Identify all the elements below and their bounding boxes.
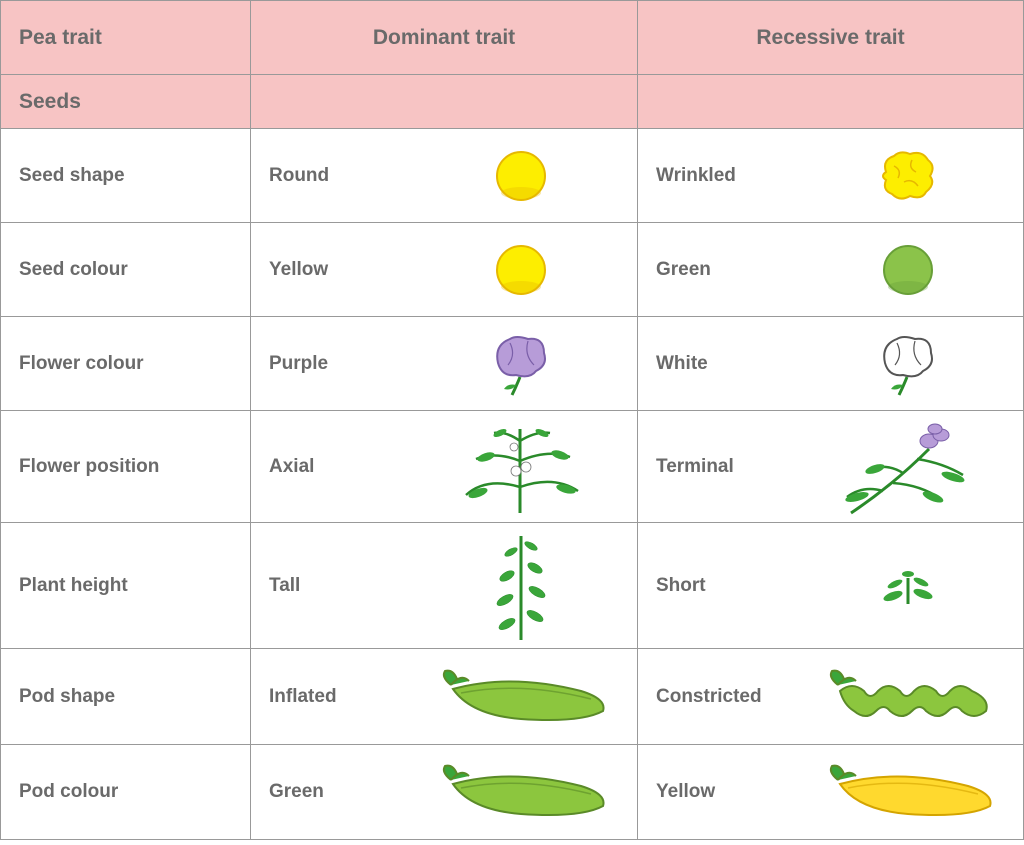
table-row: Flower colour Purple White (0, 316, 1024, 410)
table-row: Flower position Axial Terminal (0, 410, 1024, 522)
dominant-cell: Green (250, 745, 637, 839)
trait-name-cell: Flower position (0, 411, 250, 522)
section-label: Seeds (0, 75, 250, 128)
recessive-label: Yellow (656, 781, 786, 803)
recessive-cell: Green (637, 223, 1024, 316)
recessive-cell: Wrinkled (637, 129, 1024, 222)
header-dominant: Dominant trait (250, 1, 637, 74)
table-header-row: Pea trait Dominant trait Recessive trait (0, 0, 1024, 74)
round-yellow-seed-icon (423, 243, 619, 297)
purple-flower-icon (423, 331, 619, 397)
green-pod-icon (423, 667, 619, 727)
white-flower-icon (810, 331, 1005, 397)
table-row: Seed shape Round Wrinkled (0, 128, 1024, 222)
recessive-cell: Short (637, 523, 1024, 648)
recessive-cell: Constricted (637, 649, 1024, 744)
round-yellow-seed-icon (423, 149, 619, 203)
section-row-seeds: Seeds (0, 74, 1024, 128)
short-plant-icon (810, 564, 1005, 608)
dominant-cell: Axial (250, 411, 637, 522)
dominant-label: Purple (269, 353, 399, 375)
dominant-label: Axial (269, 456, 399, 478)
table-row: Pod colour Green Yellow (0, 744, 1024, 840)
recessive-label: Terminal (656, 456, 786, 478)
dominant-cell: Inflated (250, 649, 637, 744)
table-row: Pod shape Inflated Constricted (0, 648, 1024, 744)
dominant-label: Green (269, 781, 399, 803)
recessive-label: White (656, 353, 786, 375)
round-green-seed-icon (810, 243, 1005, 297)
table-row: Seed colour Yellow Green (0, 222, 1024, 316)
dominant-cell: Yellow (250, 223, 637, 316)
axial-plant-icon (423, 417, 619, 517)
header-recessive: Recessive trait (637, 1, 1024, 74)
dominant-cell: Purple (250, 317, 637, 410)
dominant-label: Yellow (269, 259, 399, 281)
trait-name-cell: Plant height (0, 523, 250, 648)
trait-name-cell: Seed shape (0, 129, 250, 222)
recessive-cell: Terminal (637, 411, 1024, 522)
trait-name-cell: Flower colour (0, 317, 250, 410)
trait-name-cell: Seed colour (0, 223, 250, 316)
dominant-label: Inflated (269, 686, 399, 708)
recessive-cell: White (637, 317, 1024, 410)
wrinkled-yellow-seed-icon (810, 148, 1005, 204)
recessive-label: Wrinkled (656, 165, 786, 187)
constricted-pod-icon (810, 667, 1005, 727)
recessive-label: Short (656, 575, 786, 597)
header-pea-trait: Pea trait (0, 1, 250, 74)
dominant-cell: Round (250, 129, 637, 222)
yellow-pod-icon (810, 762, 1005, 822)
table-row: Plant height Tall Short (0, 522, 1024, 648)
traits-table: Pea trait Dominant trait Recessive trait… (0, 0, 1024, 845)
dominant-label: Round (269, 165, 399, 187)
tall-plant-icon (423, 528, 619, 644)
green-pod-icon (423, 762, 619, 822)
terminal-plant-icon (810, 415, 1005, 519)
trait-name-cell: Pod shape (0, 649, 250, 744)
recessive-cell: Yellow (637, 745, 1024, 839)
recessive-label: Constricted (656, 686, 786, 708)
dominant-cell: Tall (250, 523, 637, 648)
recessive-label: Green (656, 259, 786, 281)
trait-name-cell: Pod colour (0, 745, 250, 839)
dominant-label: Tall (269, 575, 399, 597)
